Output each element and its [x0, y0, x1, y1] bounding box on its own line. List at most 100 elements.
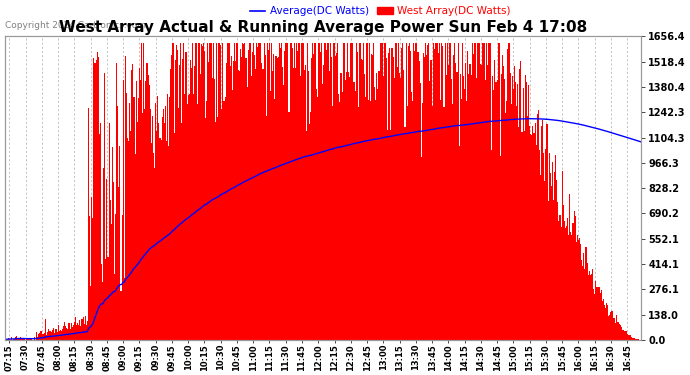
Bar — [488, 43, 489, 340]
Bar — [454, 43, 455, 340]
Legend: Average(DC Watts), West Array(DC Watts): Average(DC Watts), West Array(DC Watts) — [246, 2, 515, 21]
Bar — [288, 112, 290, 340]
Bar — [589, 271, 590, 340]
Bar — [70, 323, 72, 340]
Bar — [257, 47, 258, 340]
Bar — [102, 282, 103, 340]
Bar — [172, 43, 174, 340]
Bar — [148, 86, 150, 340]
Bar — [391, 48, 393, 340]
Bar — [396, 43, 397, 340]
Bar — [142, 112, 144, 340]
Bar — [310, 112, 311, 340]
Bar — [423, 53, 424, 340]
Bar — [515, 82, 516, 340]
Bar — [465, 63, 466, 340]
Bar — [237, 70, 239, 340]
Bar — [507, 49, 509, 340]
Bar — [388, 53, 389, 340]
Bar — [363, 43, 364, 340]
Bar — [286, 43, 287, 340]
Bar — [617, 321, 618, 340]
Bar — [294, 43, 295, 340]
Bar — [378, 71, 380, 340]
Bar — [509, 43, 510, 340]
Bar — [214, 79, 215, 340]
Bar — [53, 328, 55, 340]
Bar — [412, 101, 413, 340]
Bar — [429, 81, 431, 340]
Bar — [524, 131, 525, 340]
Bar — [324, 43, 325, 340]
Bar — [169, 97, 170, 340]
Bar — [298, 43, 299, 340]
Bar — [295, 68, 296, 340]
Bar — [112, 147, 113, 340]
Bar — [156, 131, 157, 340]
Bar — [368, 43, 370, 340]
Bar — [97, 52, 98, 340]
Bar — [159, 138, 161, 340]
Bar — [133, 97, 135, 340]
Bar — [233, 62, 235, 340]
Bar — [338, 94, 339, 340]
Bar — [555, 155, 556, 340]
Bar — [118, 187, 119, 340]
Bar — [573, 211, 575, 340]
Bar — [540, 175, 541, 340]
Bar — [502, 55, 503, 340]
Bar — [371, 54, 372, 340]
Bar — [207, 43, 208, 340]
Bar — [398, 43, 399, 340]
Bar — [146, 63, 148, 340]
Bar — [199, 74, 201, 340]
Bar — [428, 43, 429, 340]
Bar — [545, 148, 546, 340]
Bar — [593, 289, 594, 340]
Bar — [571, 235, 573, 340]
Bar — [266, 117, 267, 340]
Bar — [630, 335, 631, 340]
Bar — [549, 153, 550, 340]
Bar — [333, 43, 334, 340]
Bar — [634, 339, 635, 340]
Bar — [449, 43, 450, 340]
Bar — [562, 205, 564, 340]
Bar — [564, 221, 565, 340]
Bar — [603, 298, 604, 340]
Bar — [59, 331, 60, 340]
Bar — [461, 99, 462, 340]
Bar — [518, 126, 520, 340]
Bar — [213, 43, 214, 340]
Bar — [116, 63, 117, 340]
Bar — [248, 50, 250, 340]
Bar — [260, 43, 262, 340]
Bar — [605, 308, 606, 340]
Bar — [114, 274, 115, 340]
Bar — [323, 65, 324, 340]
Bar — [360, 43, 361, 340]
Bar — [582, 266, 583, 340]
Bar — [424, 57, 425, 340]
Bar — [256, 43, 257, 340]
Bar — [435, 43, 436, 340]
Bar — [285, 43, 286, 340]
Bar — [579, 238, 580, 340]
Bar — [372, 55, 373, 340]
Bar — [434, 49, 435, 340]
Bar — [227, 43, 228, 340]
Bar — [362, 60, 363, 340]
Bar — [210, 43, 212, 340]
Bar — [425, 43, 426, 340]
Bar — [330, 43, 331, 340]
Bar — [100, 123, 101, 340]
Bar — [255, 69, 256, 340]
Bar — [399, 73, 400, 340]
Bar — [491, 150, 492, 340]
Bar — [377, 90, 378, 340]
Bar — [474, 43, 475, 340]
Bar — [245, 58, 246, 340]
Bar — [421, 158, 422, 340]
Bar — [127, 138, 128, 340]
Bar — [176, 45, 177, 340]
